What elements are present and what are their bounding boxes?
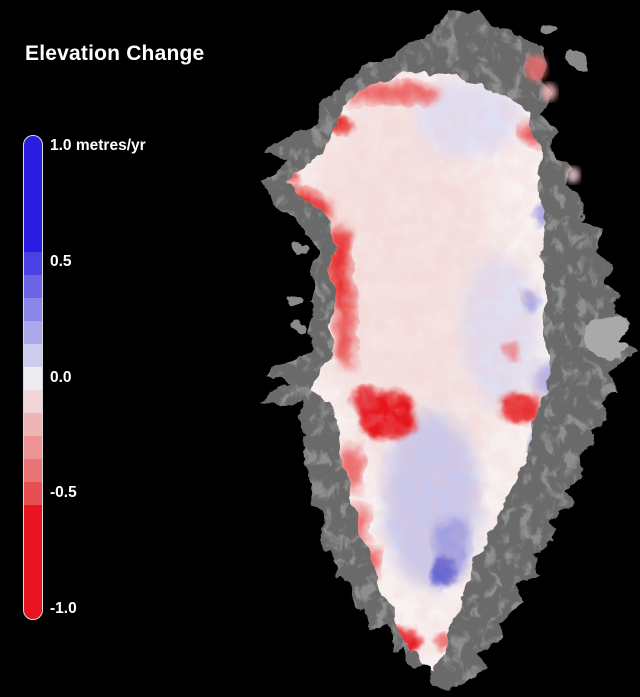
colorbar (23, 135, 43, 620)
colorbar-tick-0.0: 0.0 (50, 368, 72, 386)
colorbar-tick-0.5: 0.5 (50, 252, 72, 270)
colorbar-tick--1.0: -1.0 (50, 600, 77, 617)
east-ice-cap (584, 318, 632, 358)
coastal-ice-patches (525, 55, 580, 183)
page-title: Elevation Change (25, 42, 205, 65)
colorbar-tick-1.0: 1.0 metres/yr (50, 137, 146, 154)
colorbar-tick--0.5: -0.5 (50, 484, 77, 502)
